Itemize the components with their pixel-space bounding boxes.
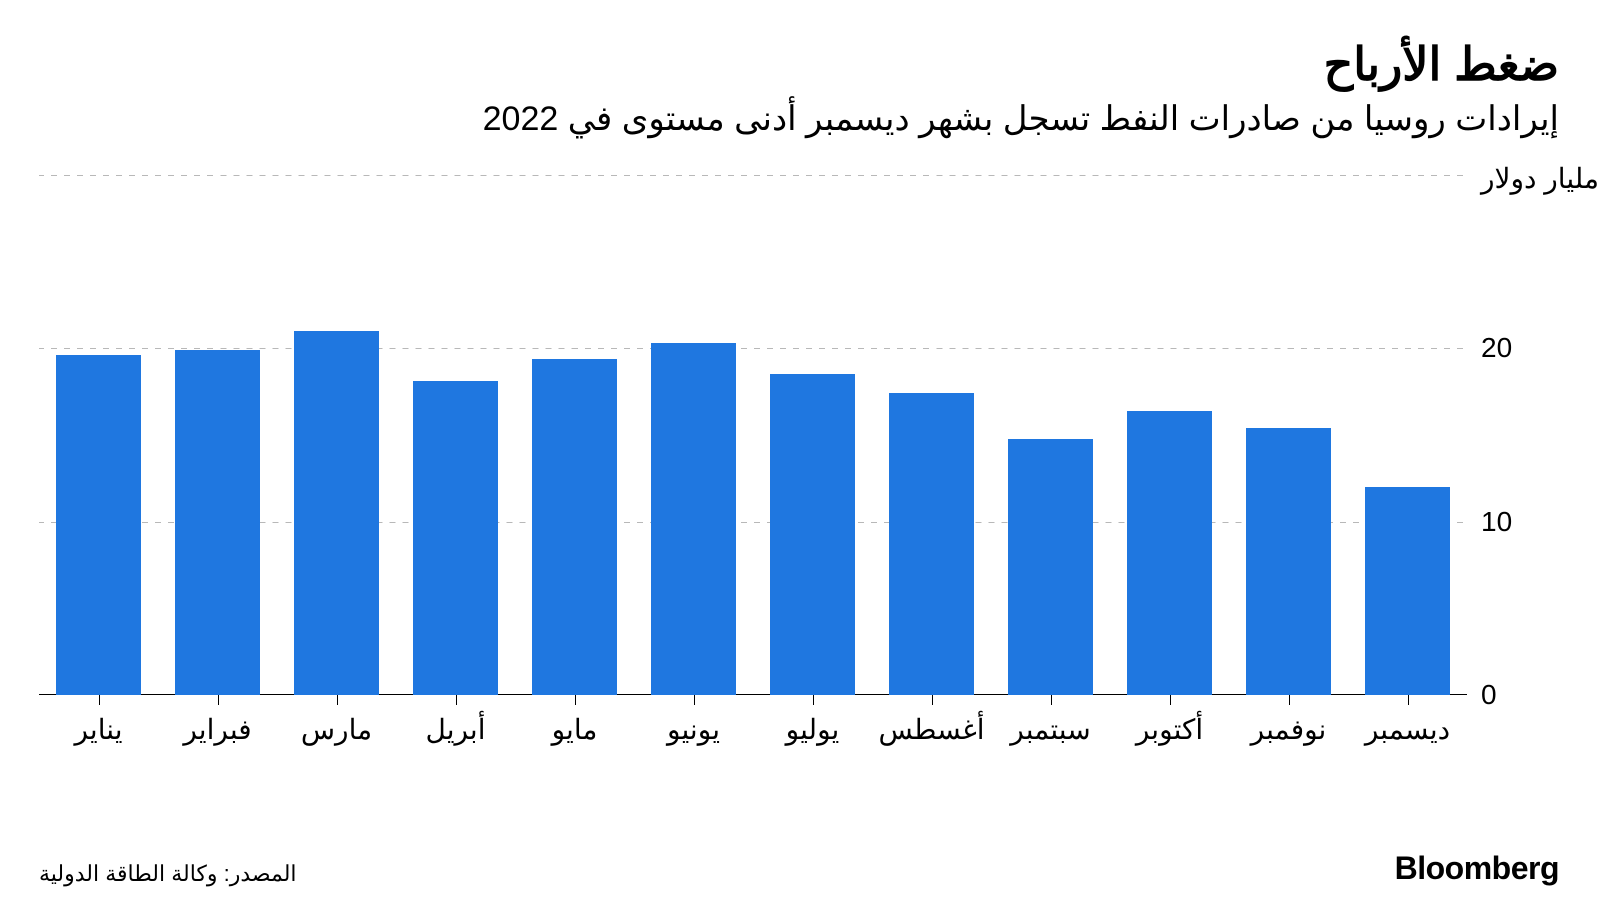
x-tick-mark <box>1052 695 1053 705</box>
bar <box>890 393 974 695</box>
bar <box>1009 439 1093 696</box>
y-tick-label: 10 <box>1482 506 1513 538</box>
x-tick-mark <box>1290 695 1291 705</box>
bar <box>57 355 141 695</box>
bar-slot: فبراير <box>167 175 270 695</box>
bar-slot: سبتمبر <box>1000 175 1103 695</box>
bar-slot: مارس <box>286 175 389 695</box>
x-tick-mark <box>933 695 934 705</box>
chart-area: 0102030 مليار دولارينايرفبرايرمارسأبريلم… <box>40 175 1560 695</box>
bar <box>533 359 617 695</box>
x-tick-mark <box>338 695 339 705</box>
chart-title: ضغط الأرباح <box>40 38 1560 91</box>
bar <box>1366 487 1450 695</box>
bar <box>771 374 855 695</box>
chart-footer: Bloomberg المصدر: وكالة الطاقة الدولية <box>40 850 1560 887</box>
brand-logo: Bloomberg <box>1396 850 1560 887</box>
x-tick-mark <box>814 695 815 705</box>
bar <box>295 331 379 695</box>
x-tick-mark <box>1171 695 1172 705</box>
y-tick-label: 20 <box>1482 332 1513 364</box>
bar <box>1128 411 1212 695</box>
x-tick-mark <box>1409 695 1410 705</box>
chart-source: المصدر: وكالة الطاقة الدولية <box>40 861 298 887</box>
chart-card: ضغط الأرباح إيرادات روسيا من صادرات النف… <box>0 0 1600 919</box>
bar-slot: يوليو <box>762 175 865 695</box>
x-tick-label: ديسمبر <box>1306 713 1512 746</box>
bar-slot: أغسطس <box>881 175 984 695</box>
plot-region: 0102030 مليار دولارينايرفبرايرمارسأبريلم… <box>40 175 1468 695</box>
x-tick-mark <box>100 695 101 705</box>
x-tick-mark <box>457 695 458 705</box>
bar-slot: نوفمبر <box>1238 175 1341 695</box>
bar-slot: يناير <box>48 175 151 695</box>
bar-slot: أكتوبر <box>1119 175 1222 695</box>
x-tick-mark <box>695 695 696 705</box>
bar-slot: يونيو <box>643 175 746 695</box>
bar <box>652 343 736 695</box>
bar <box>1247 428 1331 695</box>
x-tick-mark <box>576 695 577 705</box>
bars-group: ينايرفبرايرمارسأبريلمايويونيويوليوأغسطسس… <box>40 175 1468 695</box>
bar <box>414 381 498 695</box>
bar <box>176 350 260 695</box>
y-tick-label: 0 <box>1482 679 1498 711</box>
bar-slot: مايو <box>524 175 627 695</box>
bar-slot: أبريل <box>405 175 508 695</box>
chart-subtitle: إيرادات روسيا من صادرات النفط تسجل بشهر … <box>40 97 1560 141</box>
bar-slot: ديسمبر <box>1357 175 1460 695</box>
x-tick-mark <box>219 695 220 705</box>
y-tick-label: 30 مليار دولار <box>1482 162 1600 195</box>
